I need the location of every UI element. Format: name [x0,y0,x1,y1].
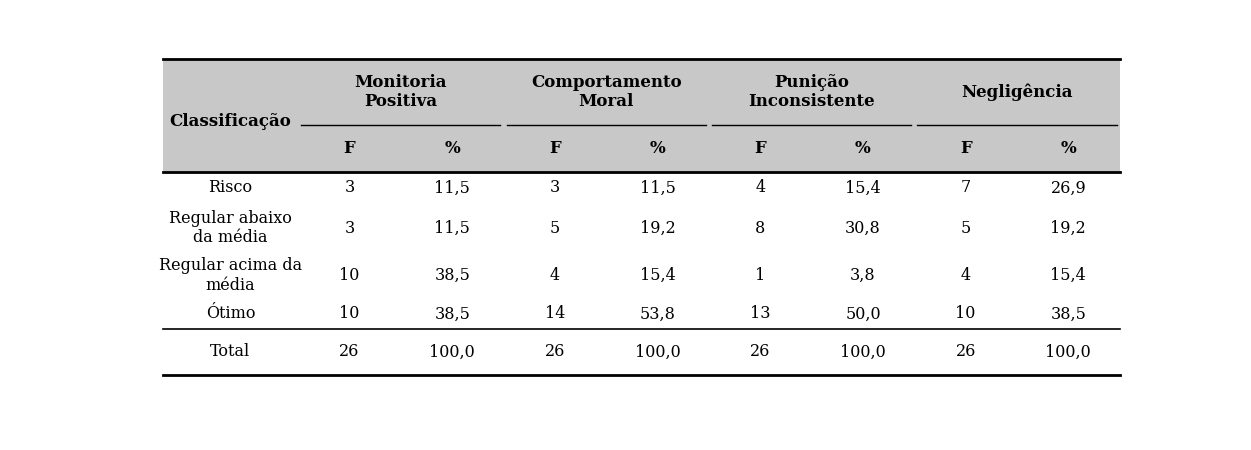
Text: 11,5: 11,5 [434,180,470,197]
Text: 53,8: 53,8 [639,306,676,322]
Text: Punição
Inconsistente: Punição Inconsistente [748,74,874,110]
Text: 26: 26 [544,343,565,360]
Text: Ótimo: Ótimo [205,306,255,322]
Text: Risco: Risco [209,180,253,197]
Text: 26,9: 26,9 [1051,180,1086,197]
Text: F: F [344,140,355,157]
Text: F: F [754,140,766,157]
Text: 14: 14 [544,306,565,322]
Text: 26: 26 [956,343,976,360]
Text: 15,4: 15,4 [846,180,881,197]
Text: 4: 4 [550,267,560,284]
Text: Classificação: Classificação [170,113,291,130]
Text: 3: 3 [549,180,560,197]
Text: 38,5: 38,5 [434,267,470,284]
Text: 100,0: 100,0 [429,343,475,360]
Text: 50,0: 50,0 [846,306,881,322]
Text: 26: 26 [339,343,360,360]
Text: %: % [1061,140,1076,157]
Text: 10: 10 [956,306,976,322]
Text: 8: 8 [756,220,766,237]
Text: 26: 26 [751,343,771,360]
Text: 100,0: 100,0 [1046,343,1091,360]
Bar [163,59,1120,172]
Text: 4: 4 [756,180,766,197]
Text: 19,2: 19,2 [639,220,676,237]
Text: 13: 13 [751,306,771,322]
Text: 3: 3 [344,180,355,197]
Text: 15,4: 15,4 [639,267,676,284]
Text: 11,5: 11,5 [639,180,676,197]
Text: 19,2: 19,2 [1051,220,1086,237]
Text: 3,8: 3,8 [851,267,876,284]
Text: 4: 4 [961,267,971,284]
Text: 30,8: 30,8 [846,220,881,237]
Text: 1: 1 [756,267,766,284]
Text: 10: 10 [339,306,360,322]
Text: 38,5: 38,5 [434,306,470,322]
Text: F: F [960,140,972,157]
Text: 7: 7 [961,180,971,197]
Text: Negligência: Negligência [961,83,1073,101]
Text: 100,0: 100,0 [634,343,681,360]
Text: Total: Total [210,343,250,360]
Text: Regular acima da
média: Regular acima da média [159,257,301,294]
Text: 100,0: 100,0 [841,343,886,360]
Text: 5: 5 [961,220,971,237]
Text: 11,5: 11,5 [434,220,470,237]
Text: %: % [444,140,460,157]
Text: 15,4: 15,4 [1051,267,1086,284]
Text: Regular abaixo
da média: Regular abaixo da média [169,210,291,246]
Text: Comportamento
Moral: Comportamento Moral [530,74,682,110]
Text: Monitoria
Positiva: Monitoria Positiva [354,74,447,110]
Text: %: % [649,140,666,157]
Text: 5: 5 [549,220,560,237]
Text: 10: 10 [339,267,360,284]
Text: 38,5: 38,5 [1051,306,1086,322]
Text: F: F [549,140,560,157]
Text: 3: 3 [344,220,355,237]
Text: %: % [856,140,871,157]
